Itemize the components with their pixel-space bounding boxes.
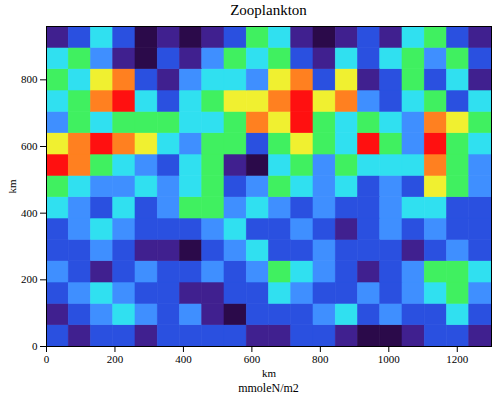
svg-text:800: 800 [21, 73, 38, 85]
svg-text:200: 200 [21, 273, 38, 285]
svg-text:0: 0 [44, 353, 50, 365]
svg-text:800: 800 [312, 353, 329, 365]
html-text:Zooplankton: Zooplankton [230, 2, 307, 18]
svg-text:600: 600 [21, 140, 38, 152]
html-text:mmoleN/m2: mmoleN/m2 [238, 381, 299, 395]
svg-text:km: km [6, 179, 18, 194]
svg-text:400: 400 [175, 353, 192, 365]
svg-text:km: km [262, 367, 277, 379]
svg-text:600: 600 [244, 353, 261, 365]
svg-text:0: 0 [32, 340, 38, 352]
svg-text:1000: 1000 [378, 353, 401, 365]
svg-text:200: 200 [107, 353, 124, 365]
svg-text:1200: 1200 [446, 353, 469, 365]
svg-text:400: 400 [21, 207, 38, 219]
